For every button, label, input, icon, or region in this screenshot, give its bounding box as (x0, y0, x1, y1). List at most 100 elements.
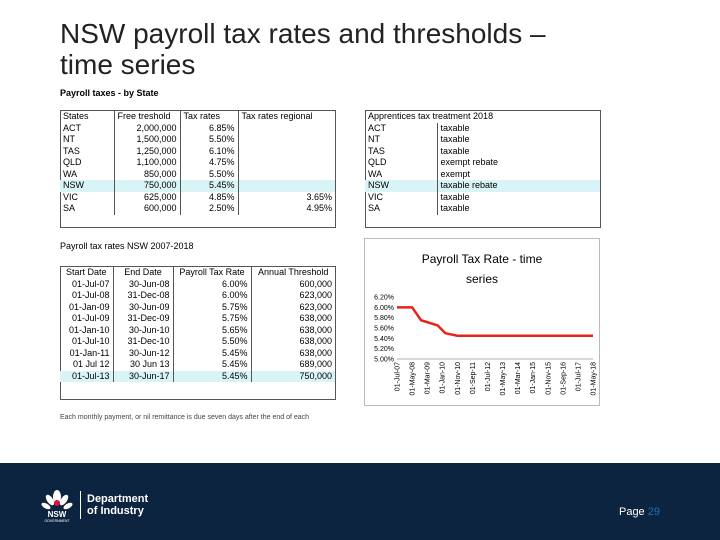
table-cell: 5.75% (172, 301, 251, 313)
nsw-rates-frame (60, 266, 336, 400)
table-cell: 01-Jan-11 (69, 347, 110, 358)
x-tick-label: 01-Sep-11 (470, 362, 477, 394)
table-cell: 4.75% (179, 157, 238, 169)
table-cell: 1,500,000 (113, 134, 180, 146)
table-row: 01-Jul-13 30-Jun-17 5.45% 750,000 (60, 370, 335, 382)
table-cell: 6.85% (179, 122, 238, 134)
table-cell: 5.50% (179, 168, 238, 180)
table-cell: 01-Jan-09 (68, 301, 110, 312)
table-cell: taxable (436, 203, 600, 215)
table-cell: TAS (368, 145, 385, 156)
table-cell: 4.95% (237, 203, 335, 215)
table-row: NSW taxable rebate (365, 180, 600, 192)
nsw-label: NSW (48, 510, 67, 519)
dept-line2: of Industry (87, 505, 144, 517)
apprentices-title: Apprentices tax treatment 2018 (368, 111, 494, 121)
page-number: Page 29 (619, 506, 660, 518)
table-cell: 01-Jul-10 (71, 336, 110, 346)
table-cell: 30-Jun-17 (112, 370, 173, 382)
chart-title-line1: Payroll Tax Rate - time (422, 252, 543, 266)
table-cell: 01-Jan-10 (68, 324, 110, 335)
header-cell: Tax rates (179, 111, 238, 123)
table-cell: 6.10% (179, 145, 238, 157)
nsw-rates-title: Payroll tax rates NSW 2007-2018 (60, 241, 194, 251)
table-row: NSW 750,000 5.45% (60, 180, 335, 192)
table-cell: 850,000 (113, 168, 180, 180)
table-cell: 623,000 (250, 301, 335, 313)
table-cell (237, 134, 335, 146)
by-state-table: States Free treshold Tax rates Tax rates re… (60, 111, 335, 215)
table-cell: 30-Jun-09 (112, 301, 173, 313)
table-cell (237, 145, 335, 157)
table-cell: 750,000 (250, 370, 335, 382)
x-tick-label: 01-Jul-07 (395, 362, 402, 391)
table-cell: 5.45% (172, 359, 251, 371)
table-cell: 6.00% (172, 290, 251, 302)
table-row: 01-Jan-09 30-Jun-09 5.75% 623,000 (60, 301, 335, 313)
table-row: QLD exempt rebate (365, 157, 600, 169)
table-cell: 5.75% (172, 313, 251, 325)
table-cell: ACT (368, 122, 386, 133)
table-row: ACT 2,000,000 6.85% (60, 122, 335, 134)
page-number-value: 29 (647, 506, 660, 518)
header-cell: End Date (112, 267, 173, 279)
table-cell: 01-Jul-07 (71, 278, 110, 289)
table-cell: 01-Jul-09 (71, 313, 110, 323)
y-tick-label: 5.40% (374, 336, 394, 343)
chart-title-line2: series (466, 272, 498, 286)
x-tick-label: 01-May-08 (410, 362, 417, 396)
footer-bar (0, 463, 720, 540)
x-tick-label: 01-Mar-14 (515, 362, 522, 394)
table-cell: taxable (436, 122, 600, 134)
y-tick-label: 5.00% (374, 357, 394, 364)
table-cell: exempt (436, 168, 600, 180)
table-header-row: Apprentices tax treatment 2018 (365, 111, 600, 123)
table-row: 01-Jul-09 31-Dec-09 5.75% 638,000 (60, 313, 335, 325)
table-row: VIC taxable (365, 191, 600, 203)
table-cell: ACT (63, 122, 81, 133)
table-row: 01-Jul-08 31-Dec-08 6.00% 623,000 (60, 290, 335, 302)
table-cell: 5.45% (179, 180, 238, 192)
by-state-frame (60, 110, 336, 228)
nsw-rates-table: Start Date End Date Payroll Tax Rate Annual… (60, 267, 335, 382)
footnote: Each monthly payment, or nil remittance … (60, 414, 310, 421)
table-cell: 638,000 (250, 347, 335, 359)
table-cell (237, 180, 335, 192)
table-row: WA exempt (365, 168, 600, 180)
table-cell: 30-Jun-10 (112, 324, 173, 336)
x-tick-label: 01-Jul-17 (575, 362, 582, 391)
x-tick-label: 01-May-18 (591, 362, 598, 396)
x-tick-label: 01-Mar-09 (425, 362, 432, 394)
dept-line1: Department (87, 493, 149, 505)
table-cell (237, 122, 335, 134)
table-cell: 31-Dec-08 (112, 290, 173, 302)
table-cell: 31-Dec-10 (112, 336, 173, 348)
y-tick-label: 5.20% (374, 346, 394, 353)
table-cell: 2.50% (179, 203, 238, 215)
table-cell: 30-Jun-12 (112, 347, 173, 359)
payroll-tax-chart: Payroll Tax Rate - time series 6.20% 6.00… (374, 252, 598, 396)
table-cell: NSW (60, 180, 114, 192)
y-tick-label: 5.80% (374, 315, 394, 322)
table-cell: 1,250,000 (113, 145, 180, 157)
table-cell: SA (368, 203, 381, 213)
x-tick-label: 01-Jan-15 (530, 362, 537, 394)
table-cell: 2,000,000 (113, 122, 180, 134)
table-cell: 5.45% (172, 347, 251, 359)
table-cell: taxable (436, 145, 600, 157)
table-cell: 689,000 (250, 359, 335, 371)
table-cell: 30-Jun-08 (112, 278, 173, 290)
table-cell: taxable rebate (436, 180, 600, 192)
y-tick-label: 6.20% (374, 295, 394, 302)
slide-title-line1: NSW payroll tax rates and thresholds – (60, 18, 546, 49)
table-cell: 638,000 (250, 324, 335, 336)
table-row: 01 Jul 12 30 Jun 13 5.45% 689,000 (60, 359, 335, 371)
table-cell: taxable (436, 191, 600, 203)
table-cell: SA (63, 203, 76, 213)
table-row: WA 850,000 5.50% (60, 168, 335, 180)
apprentices-frame (365, 110, 601, 228)
table-cell: 5.50% (179, 134, 238, 146)
table-cell: 750,000 (113, 180, 180, 192)
table-cell: 1,100,000 (113, 157, 180, 169)
table-cell: 30 Jun 13 (112, 359, 173, 371)
